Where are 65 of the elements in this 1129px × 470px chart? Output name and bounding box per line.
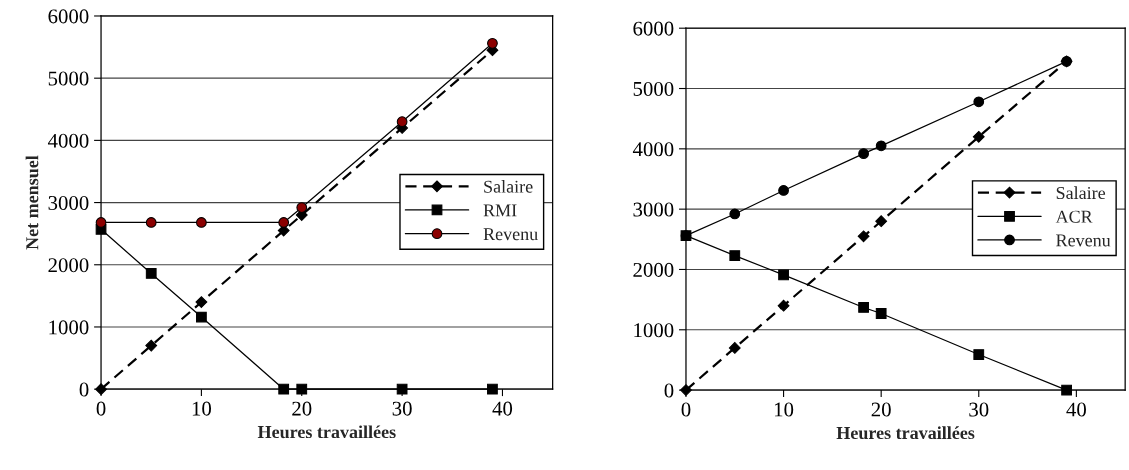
point (195, 296, 208, 309)
legend-label: RMI (483, 204, 517, 217)
x-tick-label: 0 (96, 401, 106, 416)
point (728, 341, 741, 354)
y-tick-label: 4000 (632, 142, 674, 157)
point (145, 268, 157, 279)
point (729, 208, 741, 220)
point (145, 217, 157, 228)
legend-label: ACR (1055, 210, 1093, 223)
y-tick-label: 6000 (48, 9, 89, 24)
point (973, 96, 985, 108)
y-tick-label: 2000 (48, 258, 89, 273)
point (777, 299, 790, 312)
x-tick-label: 10 (192, 401, 212, 416)
legend-label: Salaire (1056, 186, 1106, 200)
point (973, 349, 985, 360)
x-tick-label: 30 (392, 401, 412, 416)
point (1061, 384, 1072, 396)
legend-label: Revenu (483, 228, 538, 241)
point (278, 383, 290, 395)
point (396, 116, 408, 128)
x-tick-label: 20 (292, 401, 312, 416)
point (487, 383, 498, 395)
point (875, 308, 887, 319)
point (875, 215, 888, 228)
point (778, 269, 789, 281)
y-tick-label: 5000 (633, 81, 674, 96)
x-tick-label: 20 (871, 402, 891, 417)
point (296, 383, 308, 395)
x-tick-label: 40 (492, 401, 513, 416)
y-tick-label: 0 (79, 382, 89, 397)
point (729, 250, 741, 261)
point (858, 302, 869, 313)
point (196, 217, 207, 228)
point (278, 217, 290, 228)
point (296, 202, 308, 213)
point (972, 130, 985, 143)
x-tick-label: 40 (1066, 402, 1086, 417)
x-tick-label: 30 (969, 402, 989, 417)
point (1061, 55, 1072, 67)
point (875, 140, 887, 152)
y-tick-label: 2000 (633, 262, 674, 277)
y-tick-label: 3000 (48, 195, 89, 210)
point (95, 217, 107, 228)
point (145, 339, 158, 352)
x-axis-title: Heures travaillées (257, 425, 396, 439)
x-tick-label: 0 (681, 402, 691, 417)
y-axis-title: Net mensuel (25, 155, 39, 250)
point (396, 383, 408, 395)
x-tick-label: 10 (774, 402, 794, 417)
y-tick-label: 0 (664, 383, 674, 398)
point (196, 311, 207, 323)
x-axis-title: Heures travaillées (836, 426, 975, 440)
legend-label: Revenu (1056, 234, 1111, 247)
y-tick-label: 6000 (633, 21, 674, 36)
point (858, 148, 869, 160)
point (857, 230, 870, 243)
legend-label: Salaire (484, 180, 533, 193)
y-tick-label: 4000 (47, 133, 89, 148)
point (778, 185, 789, 196)
y-tick-label: 1000 (49, 320, 89, 335)
y-tick-label: 5000 (48, 71, 89, 86)
y-tick-label: 3000 (633, 202, 674, 217)
point (487, 37, 498, 49)
y-tick-label: 1000 (634, 323, 674, 338)
